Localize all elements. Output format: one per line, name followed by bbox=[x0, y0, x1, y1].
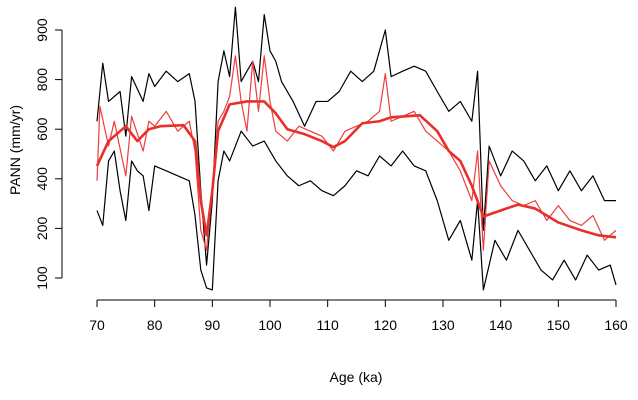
x-tick-label: 110 bbox=[317, 317, 340, 333]
x-axis-label: Age (ka) bbox=[330, 369, 383, 385]
x-tick-label: 100 bbox=[258, 317, 282, 333]
x-tick-label: 120 bbox=[374, 317, 398, 333]
data-line bbox=[96, 130, 617, 291]
y-tick-label: 900 bbox=[34, 18, 50, 42]
y-tick-label: 200 bbox=[34, 217, 50, 241]
x-tick-label: 130 bbox=[431, 317, 455, 333]
x-tick-label: 70 bbox=[89, 317, 105, 333]
x-tick-label: 140 bbox=[489, 317, 513, 333]
x-tick-label: 90 bbox=[205, 317, 221, 333]
x-tick-label: 160 bbox=[604, 317, 628, 333]
data-line bbox=[95, 100, 617, 239]
x-tick-label: 80 bbox=[147, 317, 163, 333]
data-line bbox=[96, 6, 616, 266]
y-tick-label: 400 bbox=[34, 167, 50, 191]
x-tick-label: 150 bbox=[547, 317, 571, 333]
y-axis-label: PANN (mm/yr) bbox=[7, 105, 23, 195]
y-tick-label: 100 bbox=[34, 266, 50, 290]
data-line bbox=[96, 55, 617, 251]
y-tick-label: 600 bbox=[34, 117, 50, 141]
y-tick-label: 800 bbox=[34, 68, 50, 92]
